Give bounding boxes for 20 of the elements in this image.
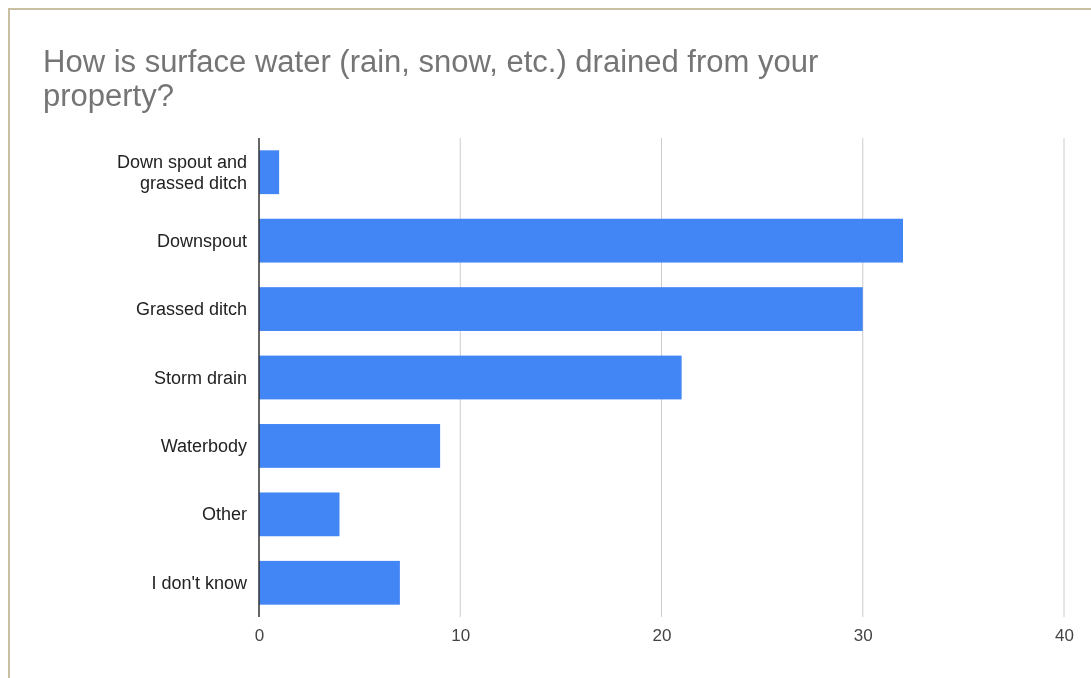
bar (259, 150, 280, 195)
y-tick-label: Down spout and grassed ditch (116, 151, 247, 193)
bar (259, 560, 400, 605)
y-tick-label: Downspout (156, 230, 247, 251)
x-tick-label: 0 (254, 626, 265, 646)
x-tick-label: 30 (853, 626, 873, 646)
bar (259, 355, 682, 400)
bar (259, 424, 441, 468)
y-tick-label: I don't know (151, 572, 248, 593)
x-tick-label: 40 (1055, 626, 1074, 646)
y-tick-label: Grassed ditch (135, 299, 247, 320)
bar (259, 492, 340, 537)
x-tick-label: 20 (652, 626, 672, 646)
chart-title: How is surface water (rain, snow, etc.) drained from your property? (43, 44, 819, 113)
y-tick-label: Other (201, 504, 247, 525)
y-tick-label: Waterbody (160, 435, 247, 456)
bar (259, 287, 863, 331)
y-tick-label: Storm drain (153, 367, 247, 388)
x-tick-label: 10 (451, 626, 471, 646)
bar (259, 218, 903, 263)
